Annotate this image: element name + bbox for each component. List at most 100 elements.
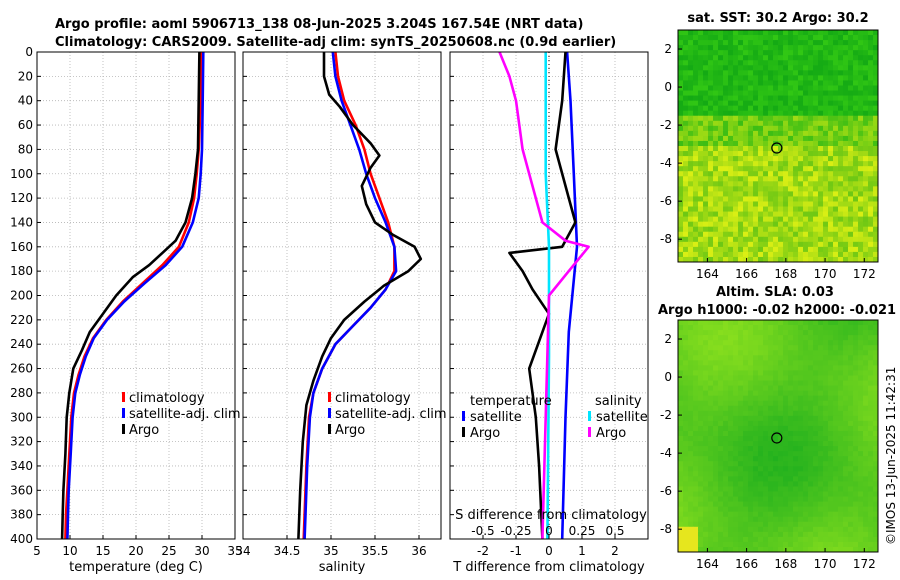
map-cell (693, 496, 699, 503)
map-cell (703, 196, 709, 202)
map-cell (833, 380, 839, 387)
map-cell (678, 80, 684, 86)
map-cell (818, 60, 824, 66)
map-cell (718, 415, 724, 422)
map-cell (678, 100, 684, 107)
map-cell (728, 400, 734, 407)
map-cell (753, 355, 759, 361)
map-cell (788, 430, 794, 437)
map-cell (773, 546, 779, 553)
map-cell (783, 236, 789, 243)
map-cell (783, 350, 789, 356)
map-cell (828, 526, 834, 533)
map-cell (868, 360, 874, 366)
map-cell (833, 236, 839, 243)
map-cell (683, 355, 689, 361)
map-cell (708, 456, 714, 462)
map-cell (838, 100, 844, 107)
map-cell (748, 80, 754, 86)
map-cell (798, 146, 804, 152)
map-cell (863, 501, 869, 508)
map-cell (758, 466, 764, 472)
map-cell (733, 65, 739, 71)
map-cell (868, 246, 874, 253)
map-cell (803, 105, 809, 112)
map-cell (848, 340, 854, 346)
map-cell (728, 70, 734, 76)
map-cell (778, 345, 784, 351)
map-cell (833, 251, 839, 258)
map-cell (808, 425, 814, 432)
map-cell (818, 95, 824, 102)
x-tick-label: 10 (62, 544, 77, 558)
map-cell (743, 466, 749, 472)
map-cell (833, 491, 839, 498)
map-cell (748, 365, 754, 371)
map-cell (703, 375, 709, 382)
map-cell (728, 55, 734, 61)
map-cell (868, 75, 874, 81)
map-cell (678, 496, 684, 503)
map-cell (683, 201, 689, 208)
map-y-tick-label: -8 (660, 522, 672, 536)
map-cell (738, 546, 744, 553)
map-cell (743, 130, 749, 137)
map-cell (723, 65, 729, 71)
map-cell (858, 340, 864, 346)
map-cell (753, 130, 759, 137)
map-cell (718, 191, 724, 197)
map-cell (743, 486, 749, 492)
map-cell (753, 246, 759, 253)
map-cell (763, 516, 769, 523)
map-cell (688, 241, 694, 248)
map-cell (838, 80, 844, 86)
map-cell (678, 456, 684, 462)
map-cell (758, 80, 764, 86)
map-cell (788, 151, 794, 157)
map-cell (788, 365, 794, 371)
map-cell (813, 456, 819, 462)
map-cell (773, 120, 779, 127)
map-cell (733, 375, 739, 382)
map-cell (728, 390, 734, 397)
map-cell (768, 231, 774, 238)
map-cell (743, 206, 749, 213)
map-cell (688, 481, 694, 487)
map-cell (843, 161, 849, 167)
map-cell (858, 256, 864, 263)
map-cell (703, 181, 709, 187)
map-cell (753, 531, 759, 538)
map-cell (738, 471, 744, 477)
map-cell (778, 526, 784, 533)
map-cell (843, 370, 849, 376)
map-cell (688, 521, 694, 528)
map-cell (843, 65, 849, 71)
map-cell (768, 100, 774, 107)
map-cell (698, 441, 704, 447)
map-cell (833, 526, 839, 533)
map-cell (778, 135, 784, 142)
map-cell (858, 120, 864, 127)
map-cell (773, 50, 779, 56)
map-cell (788, 256, 794, 263)
map-cell (678, 216, 684, 223)
map-cell (738, 335, 744, 341)
map-cell (678, 415, 684, 422)
map-cell (808, 486, 814, 492)
map-cell (683, 125, 689, 132)
map-cell (708, 226, 714, 233)
map-cell (823, 241, 829, 248)
map-cell (803, 345, 809, 351)
map-cell (698, 345, 704, 351)
map-cell (708, 390, 714, 397)
map-cell (723, 456, 729, 462)
map-cell (738, 151, 744, 157)
map-cell (718, 395, 724, 402)
map-cell (768, 186, 774, 192)
map-cell (863, 90, 869, 97)
map-cell (683, 191, 689, 197)
map-cell (708, 125, 714, 132)
map-cell (798, 156, 804, 162)
map-cell (808, 85, 814, 92)
map-cell (818, 196, 824, 202)
